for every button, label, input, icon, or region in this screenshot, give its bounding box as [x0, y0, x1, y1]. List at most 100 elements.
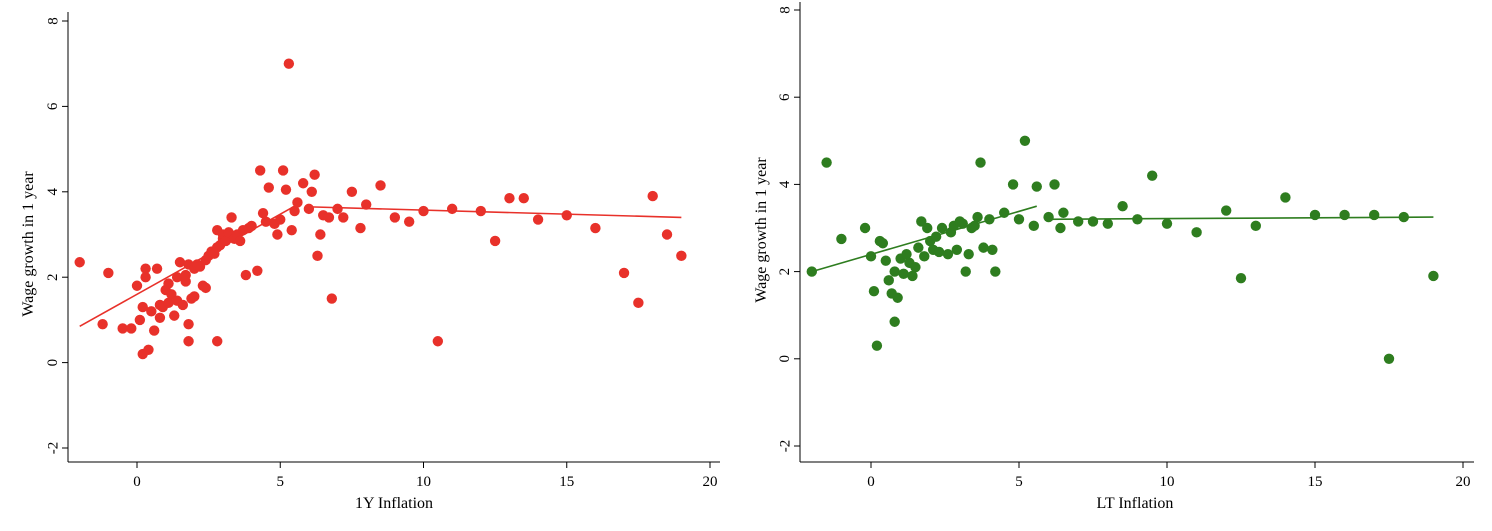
data-point	[140, 272, 151, 283]
data-point	[338, 212, 349, 223]
data-point	[889, 266, 900, 277]
data-point	[1280, 192, 1291, 203]
data-point	[922, 222, 933, 234]
data-point	[561, 210, 572, 221]
data-point	[254, 165, 266, 176]
fit-line-2	[306, 205, 682, 219]
data-point	[821, 157, 832, 168]
left-scatter-chart: 0 5 10 15 20 -2 0 2 4 6 8 1Y Inflation Wage growt…	[20, 12, 720, 512]
data-point	[143, 344, 154, 355]
data-point	[1191, 227, 1202, 238]
data-point	[146, 306, 157, 317]
fit-line-2	[1045, 216, 1434, 221]
data-point	[306, 186, 317, 197]
data-point	[226, 212, 237, 223]
data-point	[889, 316, 900, 327]
x-tick-label: 15	[1308, 474, 1323, 490]
data-point	[283, 58, 295, 69]
data-point	[332, 203, 343, 215]
data-point	[1073, 216, 1084, 227]
data-point	[1055, 222, 1066, 234]
data-point	[169, 310, 180, 321]
data-point	[676, 250, 687, 262]
data-point	[137, 301, 148, 313]
data-point	[1235, 272, 1247, 284]
data-point	[183, 318, 194, 330]
data-point	[1147, 170, 1158, 181]
data-point	[309, 169, 320, 180]
data-point	[892, 292, 903, 303]
y-tick-label: 0	[45, 359, 61, 367]
data-point	[868, 286, 880, 297]
data-point	[312, 250, 323, 262]
data-point	[1309, 209, 1321, 221]
data-point	[930, 231, 942, 242]
data-point	[280, 184, 292, 195]
left-chart-svg: 0 5 10 15 20 -2 0 2 4 6 8 1Y Inflation Wage growt…	[20, 12, 720, 512]
plot-area: 0 5 10 15 20 -2 0 2 4 6 8	[45, 12, 720, 490]
data-point	[375, 180, 386, 191]
data-point	[240, 269, 252, 281]
data-point	[212, 336, 223, 347]
data-point	[960, 266, 971, 277]
data-point	[1049, 179, 1060, 190]
data-point	[1339, 209, 1350, 221]
data-point	[984, 214, 995, 225]
y-tick-label: 2	[45, 273, 61, 281]
data-point	[806, 266, 817, 277]
data-point	[475, 205, 486, 217]
data-point	[148, 325, 160, 336]
plot-area: 0 5 10 15 20 -2 0 2 4 6 8	[777, 2, 1474, 490]
data-point	[1019, 135, 1031, 146]
data-point	[901, 248, 912, 260]
y-tick-label: 6	[777, 93, 793, 101]
y-tick-label: 0	[777, 355, 793, 363]
data-point	[877, 238, 889, 249]
x-tick-label: 0	[867, 474, 875, 490]
data-point	[1369, 209, 1380, 221]
data-point	[590, 222, 601, 234]
data-point	[134, 314, 146, 326]
data-point	[913, 242, 924, 253]
data-point	[907, 270, 918, 282]
data-point	[355, 222, 366, 234]
data-point	[183, 336, 194, 347]
x-tick-label: 5	[1015, 474, 1023, 490]
y-tick-label: 6	[45, 102, 61, 110]
data-point	[975, 157, 986, 168]
data-point	[883, 275, 894, 286]
data-point	[446, 203, 458, 215]
data-point	[999, 207, 1010, 218]
data-point	[189, 291, 200, 302]
data-point	[260, 216, 272, 227]
x-tick-label: 15	[559, 474, 574, 490]
data-point	[898, 268, 909, 279]
data-point	[177, 299, 189, 311]
right-chart-svg: 0 5 10 15 20 -2 0 2 4 6 8 LT Inflation Wage growt…	[753, 2, 1474, 512]
data-point	[969, 220, 980, 232]
data-point	[1007, 179, 1019, 190]
data-point	[836, 233, 847, 245]
data-point	[951, 244, 963, 255]
data-point	[532, 214, 544, 225]
data-point	[618, 267, 630, 279]
data-point	[489, 235, 501, 247]
data-point	[74, 257, 85, 268]
x-axis-title: 1Y Inflation	[355, 495, 433, 512]
data-point	[1398, 211, 1409, 223]
data-point	[957, 218, 968, 229]
data-point	[403, 216, 415, 227]
data-point	[936, 222, 948, 234]
data-point	[633, 297, 644, 309]
data-point	[1058, 207, 1069, 218]
data-point	[504, 193, 515, 204]
data-point	[1250, 220, 1261, 232]
data-point	[389, 212, 401, 223]
data-point	[978, 242, 989, 253]
data-point	[987, 244, 998, 255]
y-axis-title: Wage growth in 1 year	[20, 171, 37, 317]
data-point	[103, 267, 114, 279]
data-point	[289, 205, 300, 217]
data-point	[933, 246, 945, 258]
data-point	[1117, 201, 1128, 212]
